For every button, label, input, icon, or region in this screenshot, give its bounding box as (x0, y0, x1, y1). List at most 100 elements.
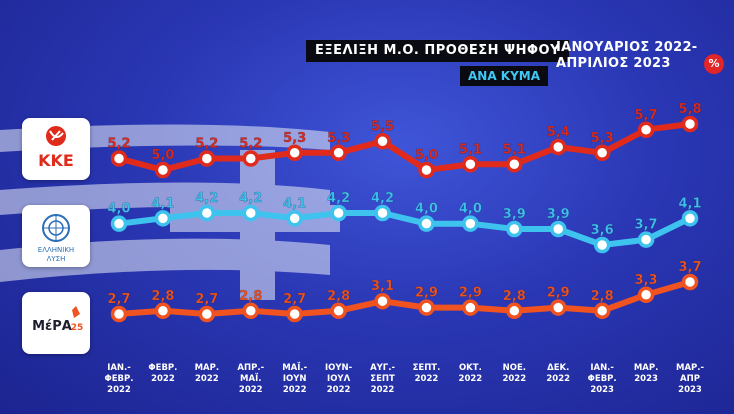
el-data-label: 4,0 (459, 202, 482, 217)
el-point (506, 220, 523, 238)
mera-point (418, 299, 435, 316)
el-point (374, 204, 391, 222)
kke-logo-text: ΚΚΕ (38, 151, 74, 170)
x-tick-label: 2022 (459, 374, 483, 384)
x-tick-label: ΔΕΚ. (547, 363, 569, 373)
kke-data-label: 5,1 (459, 142, 482, 157)
x-tick-label: ΦΕΒΡ. (588, 374, 617, 384)
kke-data-label: 5,0 (415, 148, 438, 163)
period-line-1: ΙΑΝΟΥΑΡΙΟΣ 2022- (556, 40, 698, 55)
el-data-label: 4,2 (327, 191, 350, 206)
el-data-label: 4,1 (678, 196, 701, 211)
el-data-label: 3,7 (635, 218, 658, 233)
el-point (198, 204, 216, 222)
elliniki-lysi-logo: ΕΛΛΗΝΙΚΗ ΛΥΣΗ (22, 205, 90, 267)
x-tick-label: ΙΟΥΝ- (325, 363, 353, 373)
el-point (110, 215, 128, 232)
x-tick-label: ΙΟΥΛ (327, 374, 351, 384)
mera-point (330, 302, 347, 320)
mera-data-label: 2,8 (591, 289, 614, 304)
mera-data-label: 2,7 (107, 292, 130, 307)
x-tick-label: 2023 (678, 385, 702, 395)
el-point (286, 210, 303, 227)
mera-point (462, 299, 479, 316)
x-tick-label: 2023 (590, 385, 614, 395)
x-tick-label: ΙΑΝ.- (590, 363, 614, 373)
mera-data-label: 2,8 (239, 289, 262, 304)
x-tick-label: ΦΕΒΡ. (148, 363, 177, 373)
mera-point (593, 302, 611, 320)
mera-point (242, 302, 260, 320)
kke-point (374, 133, 391, 150)
period-line-2: ΑΠΡΙΛΙΟΣ 2023 (556, 56, 671, 71)
el-data-label: 3,9 (547, 207, 570, 222)
mera-data-label: 2,9 (415, 286, 438, 301)
mera-data-label: 2,9 (547, 286, 570, 301)
kke-data-label: 5,3 (283, 131, 306, 146)
chart-title: ΕΞΕΛΙΞΗ Μ.Ο. ΠΡΟΘΕΣΗ ΨΗΦΟΥ (306, 40, 570, 62)
x-tick-label: 2022 (239, 385, 263, 395)
el-point (637, 231, 655, 248)
period-label: ΙΑΝΟΥΑΡΙΟΣ 2022- ΑΠΡΙΛΙΟΣ 2023 (556, 40, 698, 72)
el-point (242, 204, 260, 222)
mera-logo-text: ΜέΡΑ (32, 319, 72, 334)
hammer-sickle-icon (46, 126, 66, 146)
mera-point (637, 286, 655, 304)
star-emblem-icon (72, 306, 80, 318)
el-data-label: 3,6 (591, 223, 614, 238)
x-tick-label: 2022 (283, 385, 307, 395)
el-data-label: 4,0 (107, 202, 130, 217)
mera-data-label: 2,8 (151, 289, 174, 304)
mera-point (110, 305, 128, 323)
x-tick-label: 2022 (107, 385, 131, 395)
mera-logo-sup: 25 (71, 323, 84, 333)
x-tick-label: ΣΕΠΤ (370, 374, 395, 384)
x-tick-label: ΙΑΝ.- (107, 363, 131, 373)
kke-point (286, 144, 303, 161)
mera-point (549, 299, 567, 316)
mera-point (286, 305, 303, 323)
mera-data-label: 2,8 (503, 289, 526, 304)
x-tick-label: ΜΑΡ. (195, 363, 220, 373)
kke-data-label: 5,2 (239, 137, 262, 152)
mera-data-label: 3,3 (635, 273, 658, 288)
mera-data-label: 2,8 (327, 289, 350, 304)
kke-point (154, 161, 172, 179)
mera-point (198, 305, 216, 323)
kke-point (462, 156, 479, 173)
x-tick-label: 2022 (151, 374, 175, 384)
x-tick-label: 2022 (502, 374, 526, 384)
el-point (549, 220, 567, 238)
el-logo-text-2: ΛΥΣΗ (47, 255, 66, 263)
kke-data-label: 5,4 (547, 125, 570, 140)
x-tick-label: ΣΕΠΤ. (413, 363, 441, 373)
el-data-label: 4,2 (371, 191, 394, 206)
x-tick-label: ΜΑΪ. (240, 373, 261, 384)
kke-data-label: 5,2 (195, 137, 218, 152)
kke-point (593, 144, 611, 161)
x-tick-label: ΑΥΓ.- (370, 363, 395, 373)
el-point (462, 215, 479, 232)
x-tick-label: 2022 (415, 374, 439, 384)
kke-point (506, 156, 523, 173)
x-tick-label: 2022 (195, 374, 219, 384)
el-point (418, 215, 435, 232)
compass-emblem-icon (42, 214, 70, 242)
mera-point (154, 302, 172, 320)
x-tick-label: ΜΑΪ.- (282, 362, 307, 373)
kke-point (681, 115, 699, 133)
mera-point (374, 292, 391, 310)
kke-data-label: 5,3 (591, 131, 614, 146)
el-point (330, 204, 347, 222)
x-tick-label: 2022 (546, 374, 570, 384)
x-tick-label: ΜΑΡ.- (676, 363, 704, 373)
el-data-label: 4,2 (195, 191, 218, 206)
mera-data-label: 3,7 (678, 260, 701, 275)
x-tick-label: ΑΠΡ (680, 374, 700, 384)
kke-point (198, 150, 216, 167)
x-tick-label: 2022 (327, 385, 351, 395)
el-point (154, 210, 172, 227)
mera25-logo: ΜέΡΑ 25 (22, 292, 90, 354)
